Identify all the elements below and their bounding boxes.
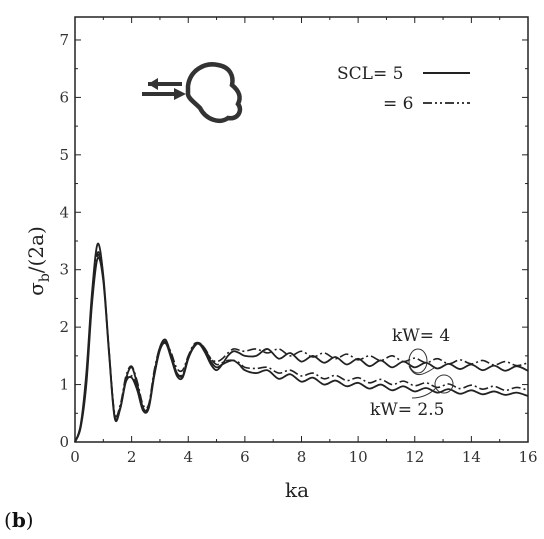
x-tick-label: 4 [183,448,193,466]
annotation-kw4-leader [408,365,435,375]
y-tick-label: 2 [59,318,69,336]
y-axis-title-rest: /(2a) [24,226,48,273]
panel-label-close: ) [25,508,34,532]
x-tick-label: 8 [297,448,307,466]
legend: SCL= 5 = 6 [337,64,470,114]
y-tick-label: 3 [59,261,69,279]
x-tick-label: 2 [127,448,137,466]
legend-label-scl5: SCL= 5 [337,64,403,84]
x-tick-label: 0 [70,448,80,466]
y-tick-label: 5 [59,146,69,164]
series-line-1 [74,251,529,443]
x-axis-title: ka [285,478,309,502]
scatterer-shape-icon [142,62,243,123]
y-axis-title-sub: b [37,273,53,282]
x-tick-label: 14 [462,448,481,466]
panel-label: (b) [4,508,34,532]
y-tick-label: 4 [59,203,69,221]
y-tick-label: 7 [59,31,69,49]
annotation-kw4: kW= 4 [392,326,450,346]
series-line-0 [74,242,529,443]
legend-label-scl6: = 6 [383,94,413,114]
x-tick-label: 16 [518,448,537,466]
y-tick-label: 1 [59,376,69,394]
annotation-kw4-ellipse [408,348,428,374]
panel-label-letter: b [11,508,26,532]
plot-frame [74,16,529,443]
panel-label-open: ( [4,508,12,532]
annotations: kW= 4 kW= 2.5 [370,326,454,420]
annotation-kw25: kW= 2.5 [370,400,444,420]
y-tick-label: 0 [59,433,69,451]
x-tick-label: 10 [349,448,368,466]
series-layer [74,242,529,443]
annotation-kw25-ellipse [434,374,454,394]
series-line-3 [74,253,529,443]
annotation-kw25-leader [411,387,437,399]
y-tick-label: 6 [59,88,69,106]
y-axis-title: σb/(2a) [24,226,53,296]
series-line-2 [74,256,529,443]
x-tick-label: 6 [240,448,250,466]
y-axis-title-main: σ [24,282,48,296]
x-tick-label: 12 [405,448,424,466]
